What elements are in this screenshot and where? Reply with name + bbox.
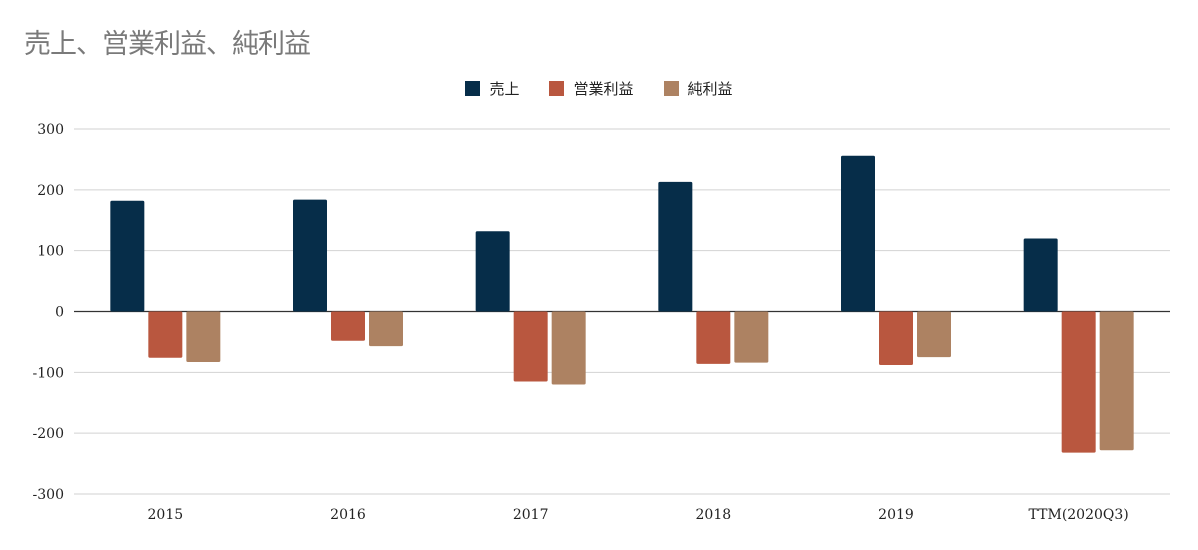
x-category-label: 2017 [513, 507, 549, 523]
bar-operating-profit-2 [513, 311, 548, 382]
bar-net-profit-4 [917, 311, 951, 358]
chart-legend: 売上 営業利益 純利益 [0, 78, 1198, 99]
bar-sales-0 [110, 200, 145, 312]
x-category-label: TTM(2020Q3) [1029, 507, 1129, 523]
legend-swatch-sales [465, 81, 481, 96]
y-tick-label: -300 [33, 487, 64, 503]
legend-label-net-profit: 純利益 [687, 80, 733, 98]
chart-title: 売上、営業利益、純利益 [24, 29, 311, 60]
bar-sales-3 [658, 181, 693, 312]
y-tick-label: 0 [55, 305, 64, 321]
bar-operating-profit-5 [1061, 311, 1096, 453]
legend-item-operating-profit[interactable]: 営業利益 [549, 78, 634, 99]
bar-operating-profit-1 [331, 311, 365, 341]
legend-label-sales: 売上 [489, 80, 520, 98]
bar-net-profit-5 [1099, 311, 1134, 451]
bar-net-profit-3 [734, 311, 769, 363]
x-category-label: 2018 [696, 507, 732, 523]
y-tick-label: 200 [37, 183, 64, 199]
bar-sales-1 [293, 199, 327, 312]
x-category-label: 2016 [330, 507, 366, 523]
bar-sales-2 [475, 231, 510, 312]
legend-label-operating-profit: 営業利益 [573, 80, 634, 98]
y-tick-label: 300 [37, 122, 64, 138]
bar-net-profit-2 [551, 311, 586, 385]
y-tick-label: -200 [33, 426, 64, 442]
bar-operating-profit-4 [879, 311, 913, 366]
bar-sales-5 [1023, 238, 1058, 312]
legend-item-net-profit[interactable]: 純利益 [663, 78, 733, 99]
x-category-label: 2019 [878, 507, 914, 523]
bar-sales-4 [841, 155, 875, 312]
bar-operating-profit-0 [148, 311, 183, 358]
legend-item-sales[interactable]: 売上 [465, 78, 519, 99]
y-tick-label: 100 [37, 244, 64, 260]
bar-net-profit-1 [369, 311, 403, 347]
x-category-label: 2015 [148, 507, 184, 523]
legend-swatch-net-profit [663, 81, 679, 96]
legend-swatch-operating-profit [549, 81, 565, 96]
y-tick-label: -100 [33, 365, 64, 381]
bar-operating-profit-3 [696, 311, 731, 364]
bar-net-profit-0 [186, 311, 221, 362]
